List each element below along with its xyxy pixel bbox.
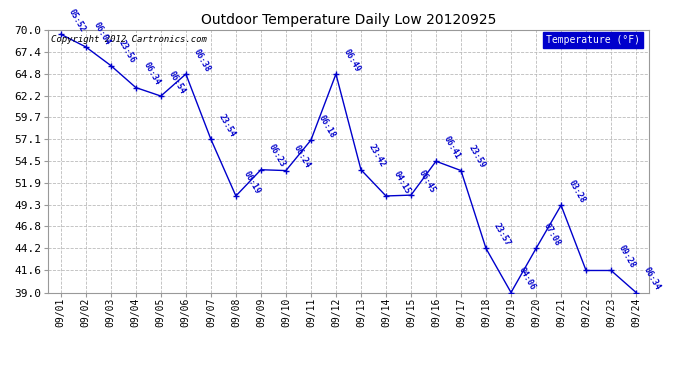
Text: 06:54: 06:54 xyxy=(166,69,187,95)
Text: 06:23: 06:23 xyxy=(266,143,287,169)
Text: Temperature (°F): Temperature (°F) xyxy=(546,35,640,45)
Text: 06:34: 06:34 xyxy=(642,266,662,292)
Text: 06:49: 06:49 xyxy=(342,47,362,73)
Text: 23:54: 23:54 xyxy=(217,112,237,138)
Text: 04:15: 04:15 xyxy=(391,169,412,195)
Text: 05:52: 05:52 xyxy=(66,7,87,33)
Text: 04:06: 04:06 xyxy=(517,266,537,292)
Text: 23:56: 23:56 xyxy=(117,39,137,65)
Text: 06:34: 06:34 xyxy=(141,61,161,87)
Text: 23:59: 23:59 xyxy=(466,144,487,170)
Text: 06:24: 06:24 xyxy=(291,144,312,170)
Text: 06:18: 06:18 xyxy=(317,113,337,139)
Text: 07:08: 07:08 xyxy=(542,222,562,248)
Text: 09:28: 09:28 xyxy=(617,243,637,270)
Text: 06:45: 06:45 xyxy=(417,168,437,194)
Text: 06:19: 06:19 xyxy=(241,169,262,195)
Text: Copyright 2012 Cartronics.com: Copyright 2012 Cartronics.com xyxy=(51,35,207,44)
Text: 06:41: 06:41 xyxy=(442,134,462,160)
Text: 06:04: 06:04 xyxy=(91,20,112,46)
Text: 23:57: 23:57 xyxy=(491,222,512,248)
Text: 23:42: 23:42 xyxy=(366,143,387,169)
Title: Outdoor Temperature Daily Low 20120925: Outdoor Temperature Daily Low 20120925 xyxy=(201,13,496,27)
Text: 06:38: 06:38 xyxy=(191,47,212,73)
Text: 03:28: 03:28 xyxy=(566,178,587,204)
